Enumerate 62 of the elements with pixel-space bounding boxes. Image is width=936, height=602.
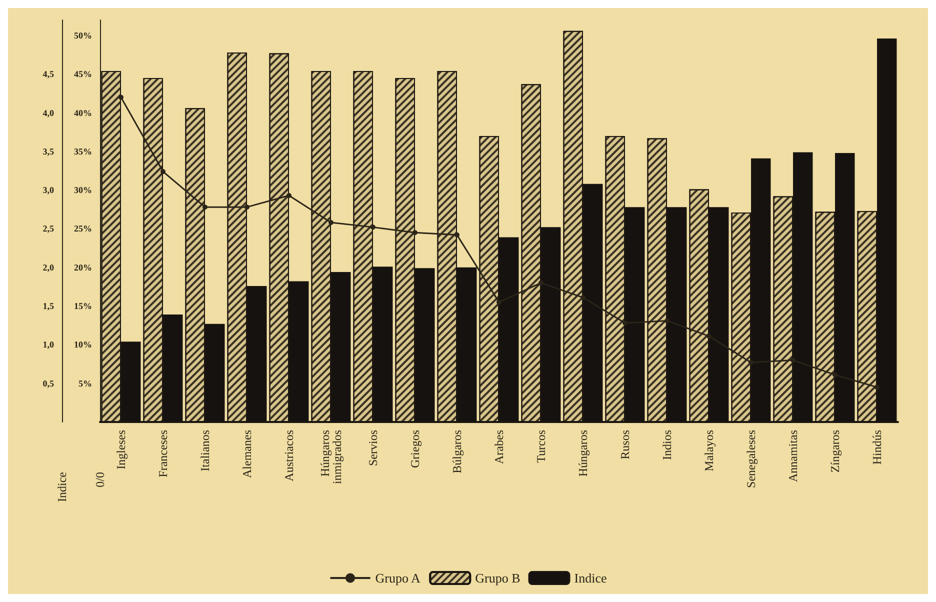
- point: [580, 295, 586, 300]
- y-tick-label: 50%: [74, 30, 92, 40]
- y-tick-label: 35%: [74, 146, 92, 156]
- x-tick-label: Turcos: [534, 430, 548, 463]
- x-tick-label: Servios: [366, 430, 380, 466]
- point: [748, 360, 754, 365]
- y-tick-label: 20%: [74, 262, 92, 272]
- point: [790, 358, 796, 363]
- point: [202, 204, 208, 210]
- y-tick-label: 25%: [74, 224, 92, 234]
- x-tick-label: Húngaros inmigrados: [318, 430, 344, 484]
- point: [412, 230, 418, 236]
- y-tick-label: 45%: [74, 69, 92, 80]
- y-tick-label: 30%: [74, 185, 92, 196]
- y2-tick-label: 3,5: [42, 146, 54, 156]
- x-tick-label: Austriacos: [282, 430, 296, 482]
- point: [370, 224, 376, 230]
- x-tick-label: Rusos: [618, 430, 632, 460]
- y2-tick-label: 0,5: [42, 378, 54, 388]
- x-tick-label: Ingleses: [114, 430, 128, 470]
- y-tick-label: 5%: [78, 378, 92, 388]
- y2-tick-label: 2,0: [42, 262, 54, 272]
- y2-tick-label: 2,5: [42, 224, 54, 234]
- y-axis-title: 0/0: [93, 472, 107, 488]
- legend-label: Grupo A: [375, 570, 422, 586]
- x-tick-label: Búlgaros: [450, 430, 464, 474]
- y-tick-label: 15%: [74, 301, 92, 312]
- point: [664, 318, 670, 324]
- point: [706, 334, 712, 339]
- point: [622, 320, 628, 326]
- point: [832, 372, 838, 378]
- point: [244, 204, 250, 210]
- legend-label: Grupo B: [475, 570, 521, 586]
- y-tick-label: 10%: [74, 340, 92, 350]
- point: [160, 169, 166, 174]
- x-tick-label: Malayos: [702, 430, 716, 472]
- x-tick-label: Senegaleses: [744, 430, 758, 488]
- y2-tick-label: 4,0: [42, 108, 54, 118]
- x-tick-label: Indios: [660, 430, 674, 460]
- x-tick-label: Arabes: [492, 430, 506, 464]
- x-tick-label: Italianos: [198, 430, 212, 472]
- x-tick-label: Alemanes: [240, 430, 254, 478]
- point: [118, 94, 124, 100]
- y2-tick-label: 1,5: [42, 301, 54, 312]
- x-tick-label: Zíngaros: [828, 430, 842, 473]
- y2-tick-label: 1,0: [42, 340, 54, 350]
- y2-axis-title: Indice: [55, 472, 69, 502]
- x-tick-label: Annamitas: [786, 430, 800, 482]
- point: [538, 280, 544, 286]
- y2-tick-label: 4,5: [42, 69, 54, 80]
- x-tick-label: Hindús: [870, 430, 884, 465]
- point: [496, 300, 502, 305]
- x-tick-label: Griegos: [408, 430, 422, 468]
- y-tick-label: 40%: [74, 108, 92, 118]
- x-tick-label: Franceses: [156, 430, 170, 478]
- point: [286, 192, 292, 198]
- point: [328, 220, 334, 226]
- point: [454, 232, 460, 238]
- legend-label: Indice: [574, 570, 607, 586]
- x-tick-label: Húngaros: [576, 430, 590, 477]
- y2-tick-label: 3,0: [42, 185, 54, 196]
- point: [874, 384, 880, 390]
